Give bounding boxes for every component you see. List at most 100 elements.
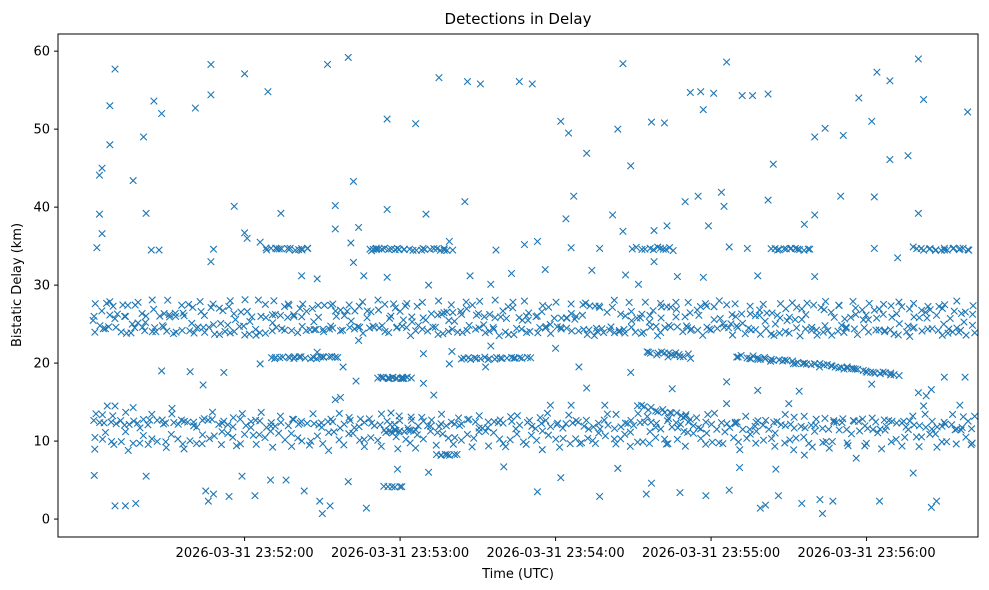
data-point	[695, 311, 703, 319]
data-point	[422, 210, 430, 218]
data-point	[852, 310, 860, 319]
data-point	[971, 329, 979, 337]
data-point	[458, 328, 467, 337]
data-point	[170, 418, 178, 427]
data-point	[247, 423, 255, 432]
data-point	[840, 328, 848, 337]
data-point	[768, 309, 776, 317]
data-point	[922, 392, 930, 400]
data-point	[215, 304, 224, 312]
data-point	[480, 313, 489, 321]
data-point	[895, 371, 903, 380]
data-point	[347, 317, 355, 325]
data-point	[468, 301, 477, 309]
data-point	[232, 442, 241, 450]
data-point	[764, 90, 772, 98]
data-point	[664, 353, 672, 361]
data-point	[157, 109, 166, 118]
data-point	[502, 314, 511, 323]
data-point	[590, 331, 599, 340]
data-point	[229, 413, 238, 422]
data-point	[207, 303, 215, 312]
data-point	[820, 305, 828, 314]
data-point	[674, 424, 682, 432]
data-point	[631, 328, 640, 336]
data-point	[198, 440, 206, 448]
data-point	[413, 302, 421, 310]
data-point	[847, 430, 856, 438]
data-point	[899, 417, 908, 425]
data-point	[325, 353, 333, 361]
data-point	[158, 416, 166, 424]
data-point	[636, 314, 645, 322]
data-point	[881, 326, 889, 335]
data-point	[957, 426, 965, 434]
data-point	[752, 427, 761, 436]
data-markers	[89, 53, 979, 518]
data-point	[624, 419, 632, 428]
data-point	[355, 323, 364, 331]
data-point	[864, 315, 873, 324]
data-point	[533, 237, 542, 246]
data-point	[563, 314, 571, 322]
data-point	[496, 416, 504, 424]
data-point	[395, 412, 403, 420]
data-point	[821, 297, 830, 306]
chart-title: Detections in Delay	[445, 10, 592, 28]
data-point	[886, 77, 894, 85]
data-point	[763, 309, 771, 317]
data-point	[174, 420, 182, 428]
x-axis-label: Time (UTC)	[481, 567, 554, 582]
data-point	[340, 311, 349, 320]
data-point	[783, 317, 791, 325]
data-point	[627, 307, 636, 316]
data-point	[507, 413, 515, 421]
data-point	[98, 307, 106, 315]
data-point	[133, 419, 142, 427]
data-point	[106, 102, 114, 110]
data-point	[377, 410, 386, 418]
data-point	[165, 313, 174, 321]
data-point	[818, 424, 827, 433]
data-point	[141, 327, 149, 335]
data-point	[149, 305, 158, 313]
data-point	[532, 436, 541, 445]
data-point	[207, 60, 215, 69]
data-point	[465, 415, 473, 423]
data-point	[879, 368, 887, 376]
data-point	[533, 312, 541, 320]
data-point	[943, 246, 951, 254]
data-point	[509, 298, 517, 306]
data-point	[231, 315, 240, 324]
data-point	[608, 211, 617, 219]
data-point	[491, 296, 499, 304]
data-point	[699, 273, 707, 282]
data-point	[928, 417, 936, 425]
data-point	[589, 423, 598, 431]
data-point	[909, 299, 918, 308]
data-point	[697, 88, 705, 96]
data-point	[855, 427, 864, 435]
data-point	[487, 342, 495, 350]
data-point	[672, 419, 680, 427]
data-point	[704, 410, 712, 419]
data-point	[681, 412, 690, 421]
data-point	[681, 313, 689, 321]
data-point	[595, 244, 604, 253]
data-point	[728, 310, 736, 319]
data-point	[130, 417, 138, 425]
data-point	[209, 490, 218, 498]
data-point	[331, 353, 339, 361]
data-point	[261, 329, 270, 337]
data-point	[886, 155, 894, 164]
data-point	[756, 330, 765, 339]
data-point	[111, 402, 119, 410]
data-point	[821, 124, 829, 133]
data-point	[610, 424, 619, 433]
data-point	[771, 320, 780, 328]
data-point	[858, 415, 867, 423]
data-point	[297, 245, 306, 253]
data-point	[770, 331, 778, 340]
data-point	[931, 430, 940, 438]
data-point	[349, 429, 357, 437]
